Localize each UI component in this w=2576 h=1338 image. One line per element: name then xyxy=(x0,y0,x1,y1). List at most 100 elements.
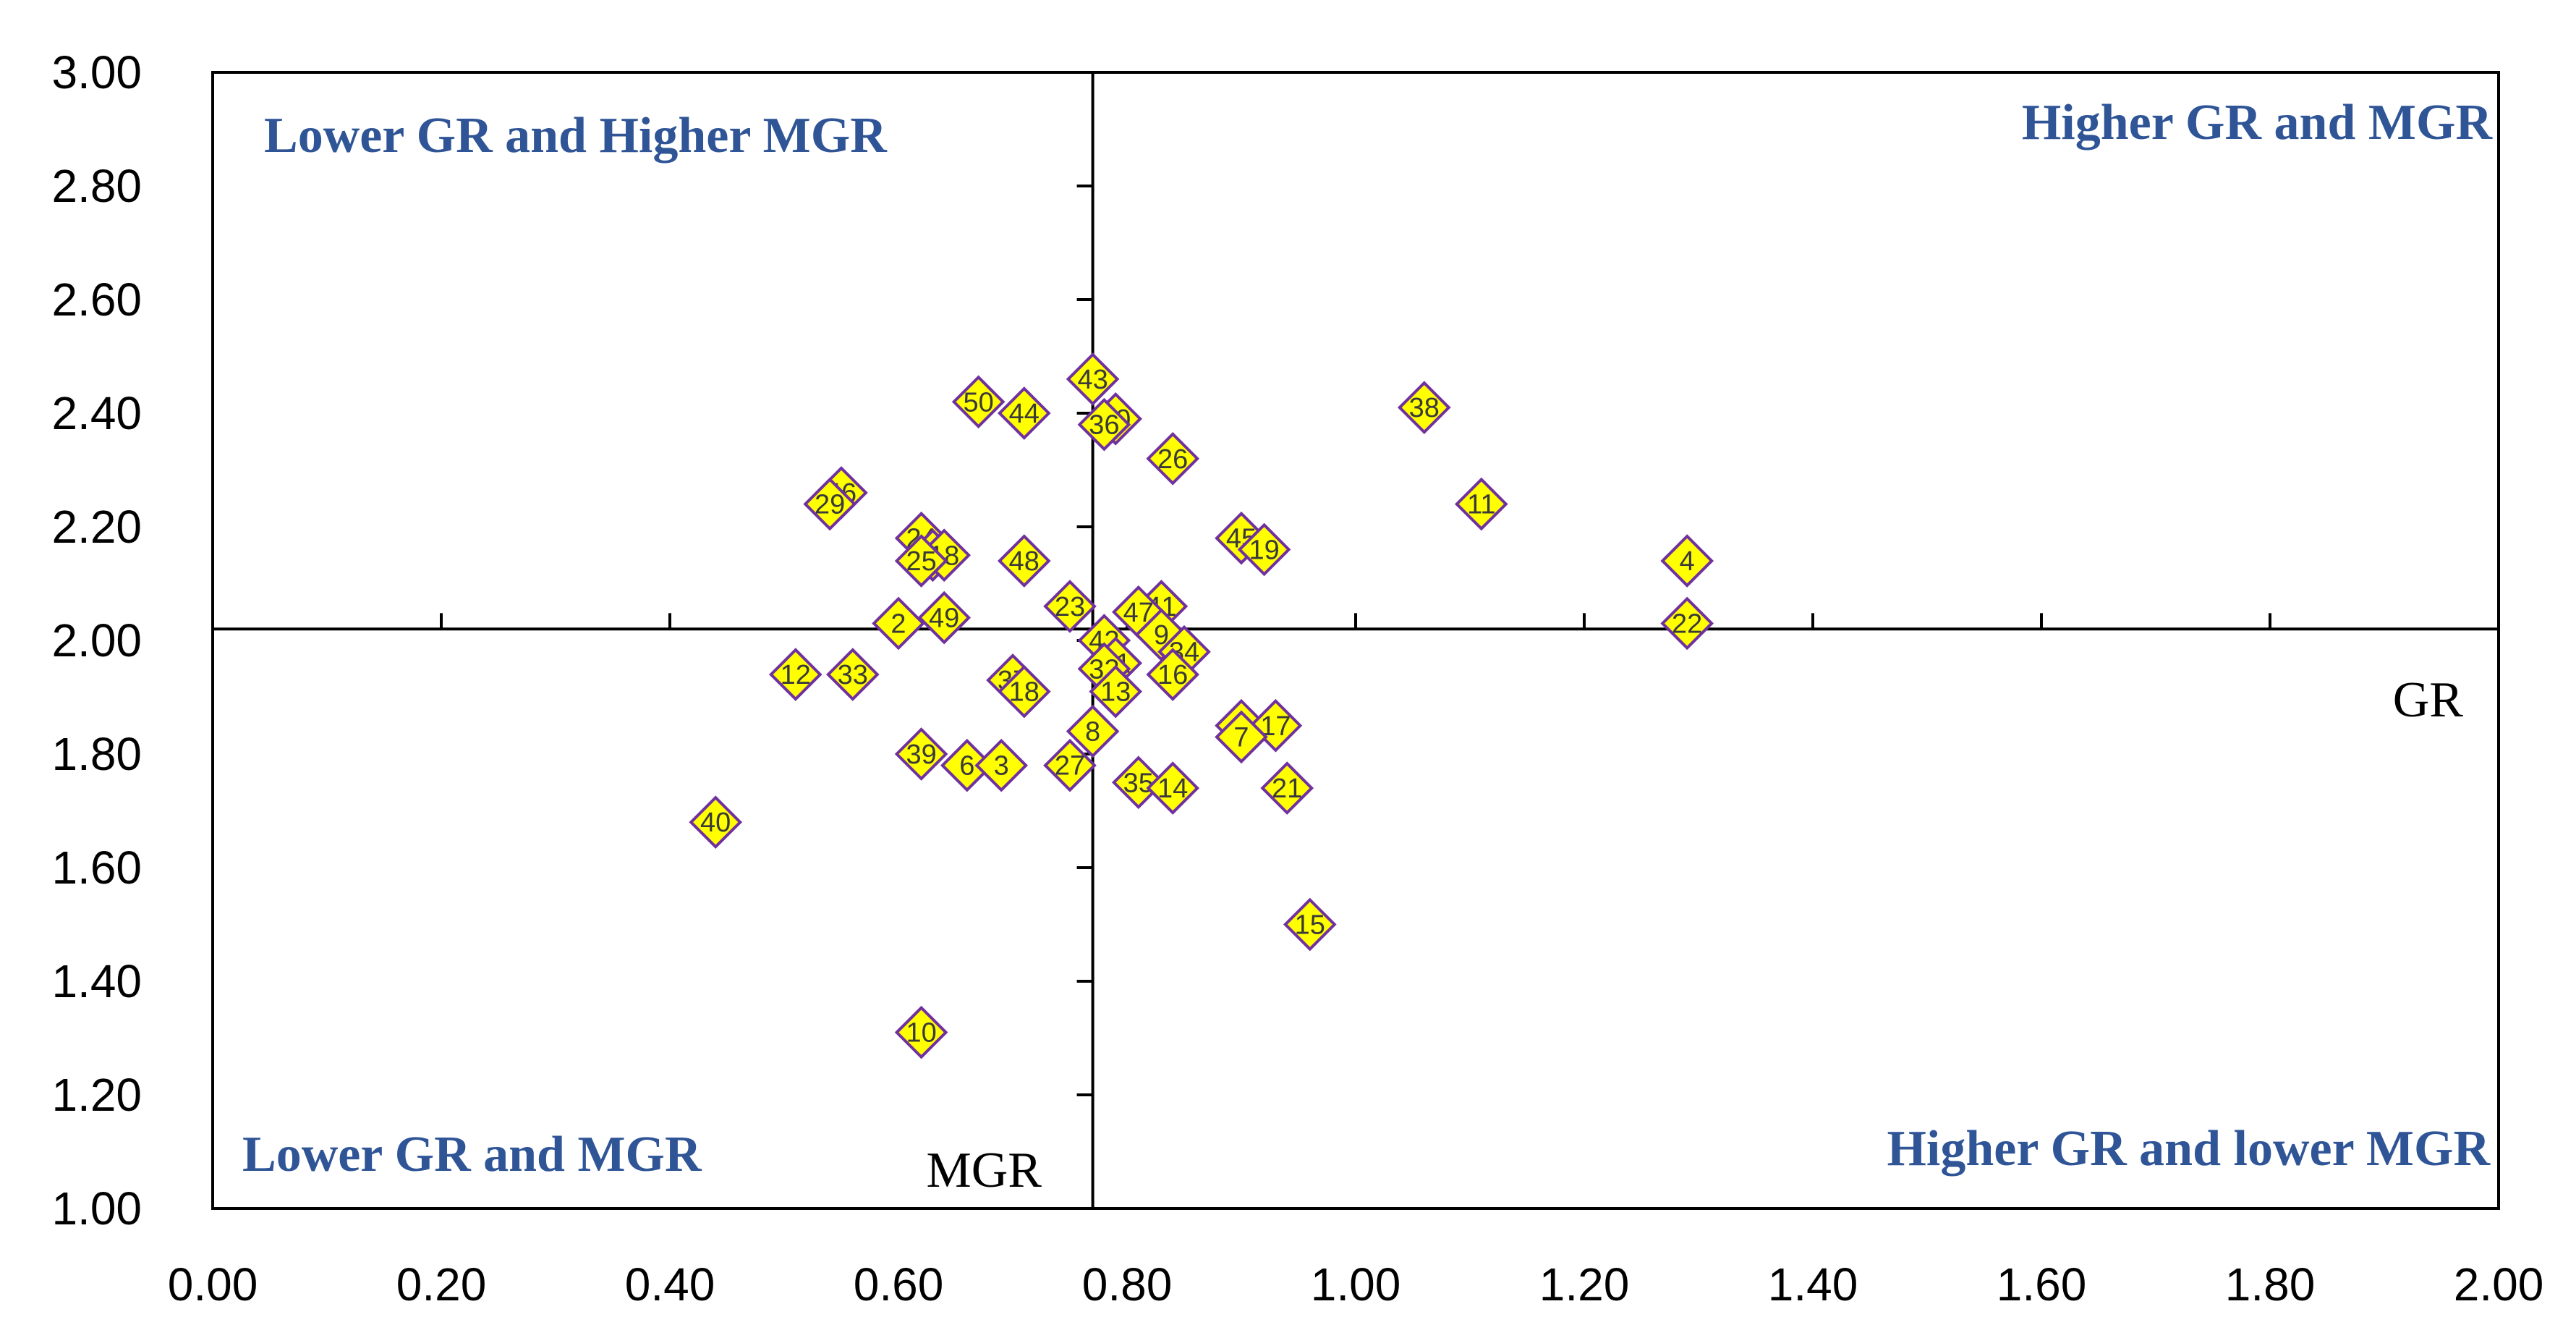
data-point: 16 xyxy=(1146,648,1200,701)
data-point-label: 29 xyxy=(815,490,845,520)
data-point-label: 9 xyxy=(1154,620,1169,651)
data-point-marker xyxy=(1111,755,1165,810)
data-point: 49 xyxy=(917,590,972,645)
data-point-marker xyxy=(997,386,1051,440)
data-point: 39 xyxy=(894,727,948,781)
data-point-marker xyxy=(1066,352,1120,406)
data-point: 23 xyxy=(1043,580,1097,633)
data-point-label: 36 xyxy=(1089,410,1119,441)
data-point-label: 48 xyxy=(1009,546,1040,577)
data-point: 25 xyxy=(894,534,948,588)
x-tick-label: 2.00 xyxy=(2454,1258,2544,1311)
data-point-label: 10 xyxy=(906,1018,936,1049)
data-point-marker xyxy=(1454,477,1508,531)
data-point: 4 xyxy=(1660,534,1714,588)
data-point-label: 50 xyxy=(963,387,993,418)
data-point-label: 16 xyxy=(1157,660,1188,690)
data-points: 4350443036382646291124451928182548423414… xyxy=(689,352,1714,1059)
data-point-label: 43 xyxy=(1077,365,1108,395)
quadrant-label-bottom-left: Lower GR and MGR xyxy=(242,1127,702,1182)
data-point: 2 xyxy=(872,596,925,651)
data-point-marker xyxy=(768,648,822,701)
data-point-label: 27 xyxy=(1055,751,1085,782)
data-point-marker xyxy=(951,375,1006,429)
data-point-marker xyxy=(894,1005,948,1059)
data-point-marker xyxy=(974,738,1029,792)
x-tick-label: 1.60 xyxy=(1997,1258,2087,1311)
data-point-marker xyxy=(1283,897,1337,952)
data-point-label: 26 xyxy=(1157,444,1188,475)
data-point-label: 38 xyxy=(1409,393,1440,423)
data-point: 35 xyxy=(1111,755,1165,810)
data-point: 12 xyxy=(768,648,822,701)
data-point-label: 18 xyxy=(1009,677,1040,708)
data-point-label: 23 xyxy=(1055,592,1085,622)
data-point: 26 xyxy=(1146,431,1200,486)
data-point-marker xyxy=(1397,381,1451,434)
data-point: 3 xyxy=(974,738,1029,792)
data-point-marker xyxy=(1146,431,1200,486)
data-point: 18 xyxy=(997,664,1051,719)
axis-name-gr: GR xyxy=(2393,672,2464,728)
data-point-label: 6 xyxy=(959,751,974,782)
data-point-label: 4 xyxy=(1680,546,1695,577)
data-point: 14 xyxy=(1146,761,1200,815)
y-tick-label: 1.80 xyxy=(51,728,142,780)
data-point-label: 33 xyxy=(838,660,868,690)
data-point: 8 xyxy=(1066,704,1120,758)
data-point-marker xyxy=(1215,710,1268,764)
data-point-marker xyxy=(1260,761,1314,815)
data-point-marker xyxy=(872,596,925,651)
x-axis-ticks: 0.00 0.20 0.40 0.60 0.80 1.00 1.20 1.40 1.60 1.80… xyxy=(168,613,2544,1311)
x-tick-label: 0.80 xyxy=(1082,1258,1173,1311)
data-point-label: 25 xyxy=(906,546,936,577)
data-point: 48 xyxy=(997,534,1051,588)
data-point: 21 xyxy=(1260,761,1314,815)
y-tick-label: 1.00 xyxy=(51,1182,142,1235)
y-tick-label: 1.60 xyxy=(51,842,142,894)
data-point: 15 xyxy=(1283,897,1337,952)
data-point-label: 7 xyxy=(1233,722,1249,753)
data-point: 22 xyxy=(1660,596,1714,651)
x-tick-label: 1.80 xyxy=(2225,1258,2316,1311)
data-point-label: 13 xyxy=(1100,677,1131,708)
data-point-label: 15 xyxy=(1295,910,1325,941)
data-point: 7 xyxy=(1215,710,1268,764)
data-point: 13 xyxy=(1089,664,1143,719)
data-point: 27 xyxy=(1043,738,1097,792)
data-point-label: 21 xyxy=(1272,774,1302,804)
quadrant-label-top-right: Higher GR and MGR xyxy=(2022,95,2494,151)
data-point-marker xyxy=(1237,522,1291,577)
data-point: 11 xyxy=(1454,477,1508,531)
data-point-marker xyxy=(997,534,1051,588)
data-point-marker xyxy=(689,795,743,850)
data-point-label: 44 xyxy=(1009,399,1040,429)
x-tick-label: 0.60 xyxy=(854,1258,944,1311)
data-point-marker xyxy=(1066,704,1120,758)
data-point-marker xyxy=(1146,761,1200,815)
data-point-marker xyxy=(803,477,857,531)
data-point-marker xyxy=(1077,397,1131,452)
quadrant-label-top-left: Lower GR and Higher MGR xyxy=(264,108,888,164)
x-tick-label: 1.00 xyxy=(1311,1258,1401,1311)
data-point-label: 3 xyxy=(994,751,1009,782)
data-point-label: 39 xyxy=(906,740,936,770)
data-point: 44 xyxy=(997,386,1051,440)
y-axis-ticks: 1.00 1.20 1.40 1.60 1.80 2.00 2.20 2.40 2.60 2.80… xyxy=(51,46,1093,1235)
data-point-marker xyxy=(1660,596,1714,651)
data-point-label: 8 xyxy=(1085,717,1100,748)
data-point-label: 19 xyxy=(1249,535,1279,565)
data-point: 10 xyxy=(894,1005,948,1059)
data-point: 29 xyxy=(803,477,857,531)
data-point-marker xyxy=(1043,738,1097,792)
x-tick-label: 1.40 xyxy=(1768,1258,1858,1311)
y-tick-label: 3.00 xyxy=(51,46,142,98)
x-tick-label: 0.20 xyxy=(396,1258,487,1311)
data-point-marker xyxy=(894,534,948,588)
data-point-label: 22 xyxy=(1672,609,1702,639)
data-point: 50 xyxy=(951,375,1006,429)
data-point: 38 xyxy=(1397,381,1451,434)
data-point-marker xyxy=(1146,648,1200,701)
data-point: 19 xyxy=(1237,522,1291,577)
